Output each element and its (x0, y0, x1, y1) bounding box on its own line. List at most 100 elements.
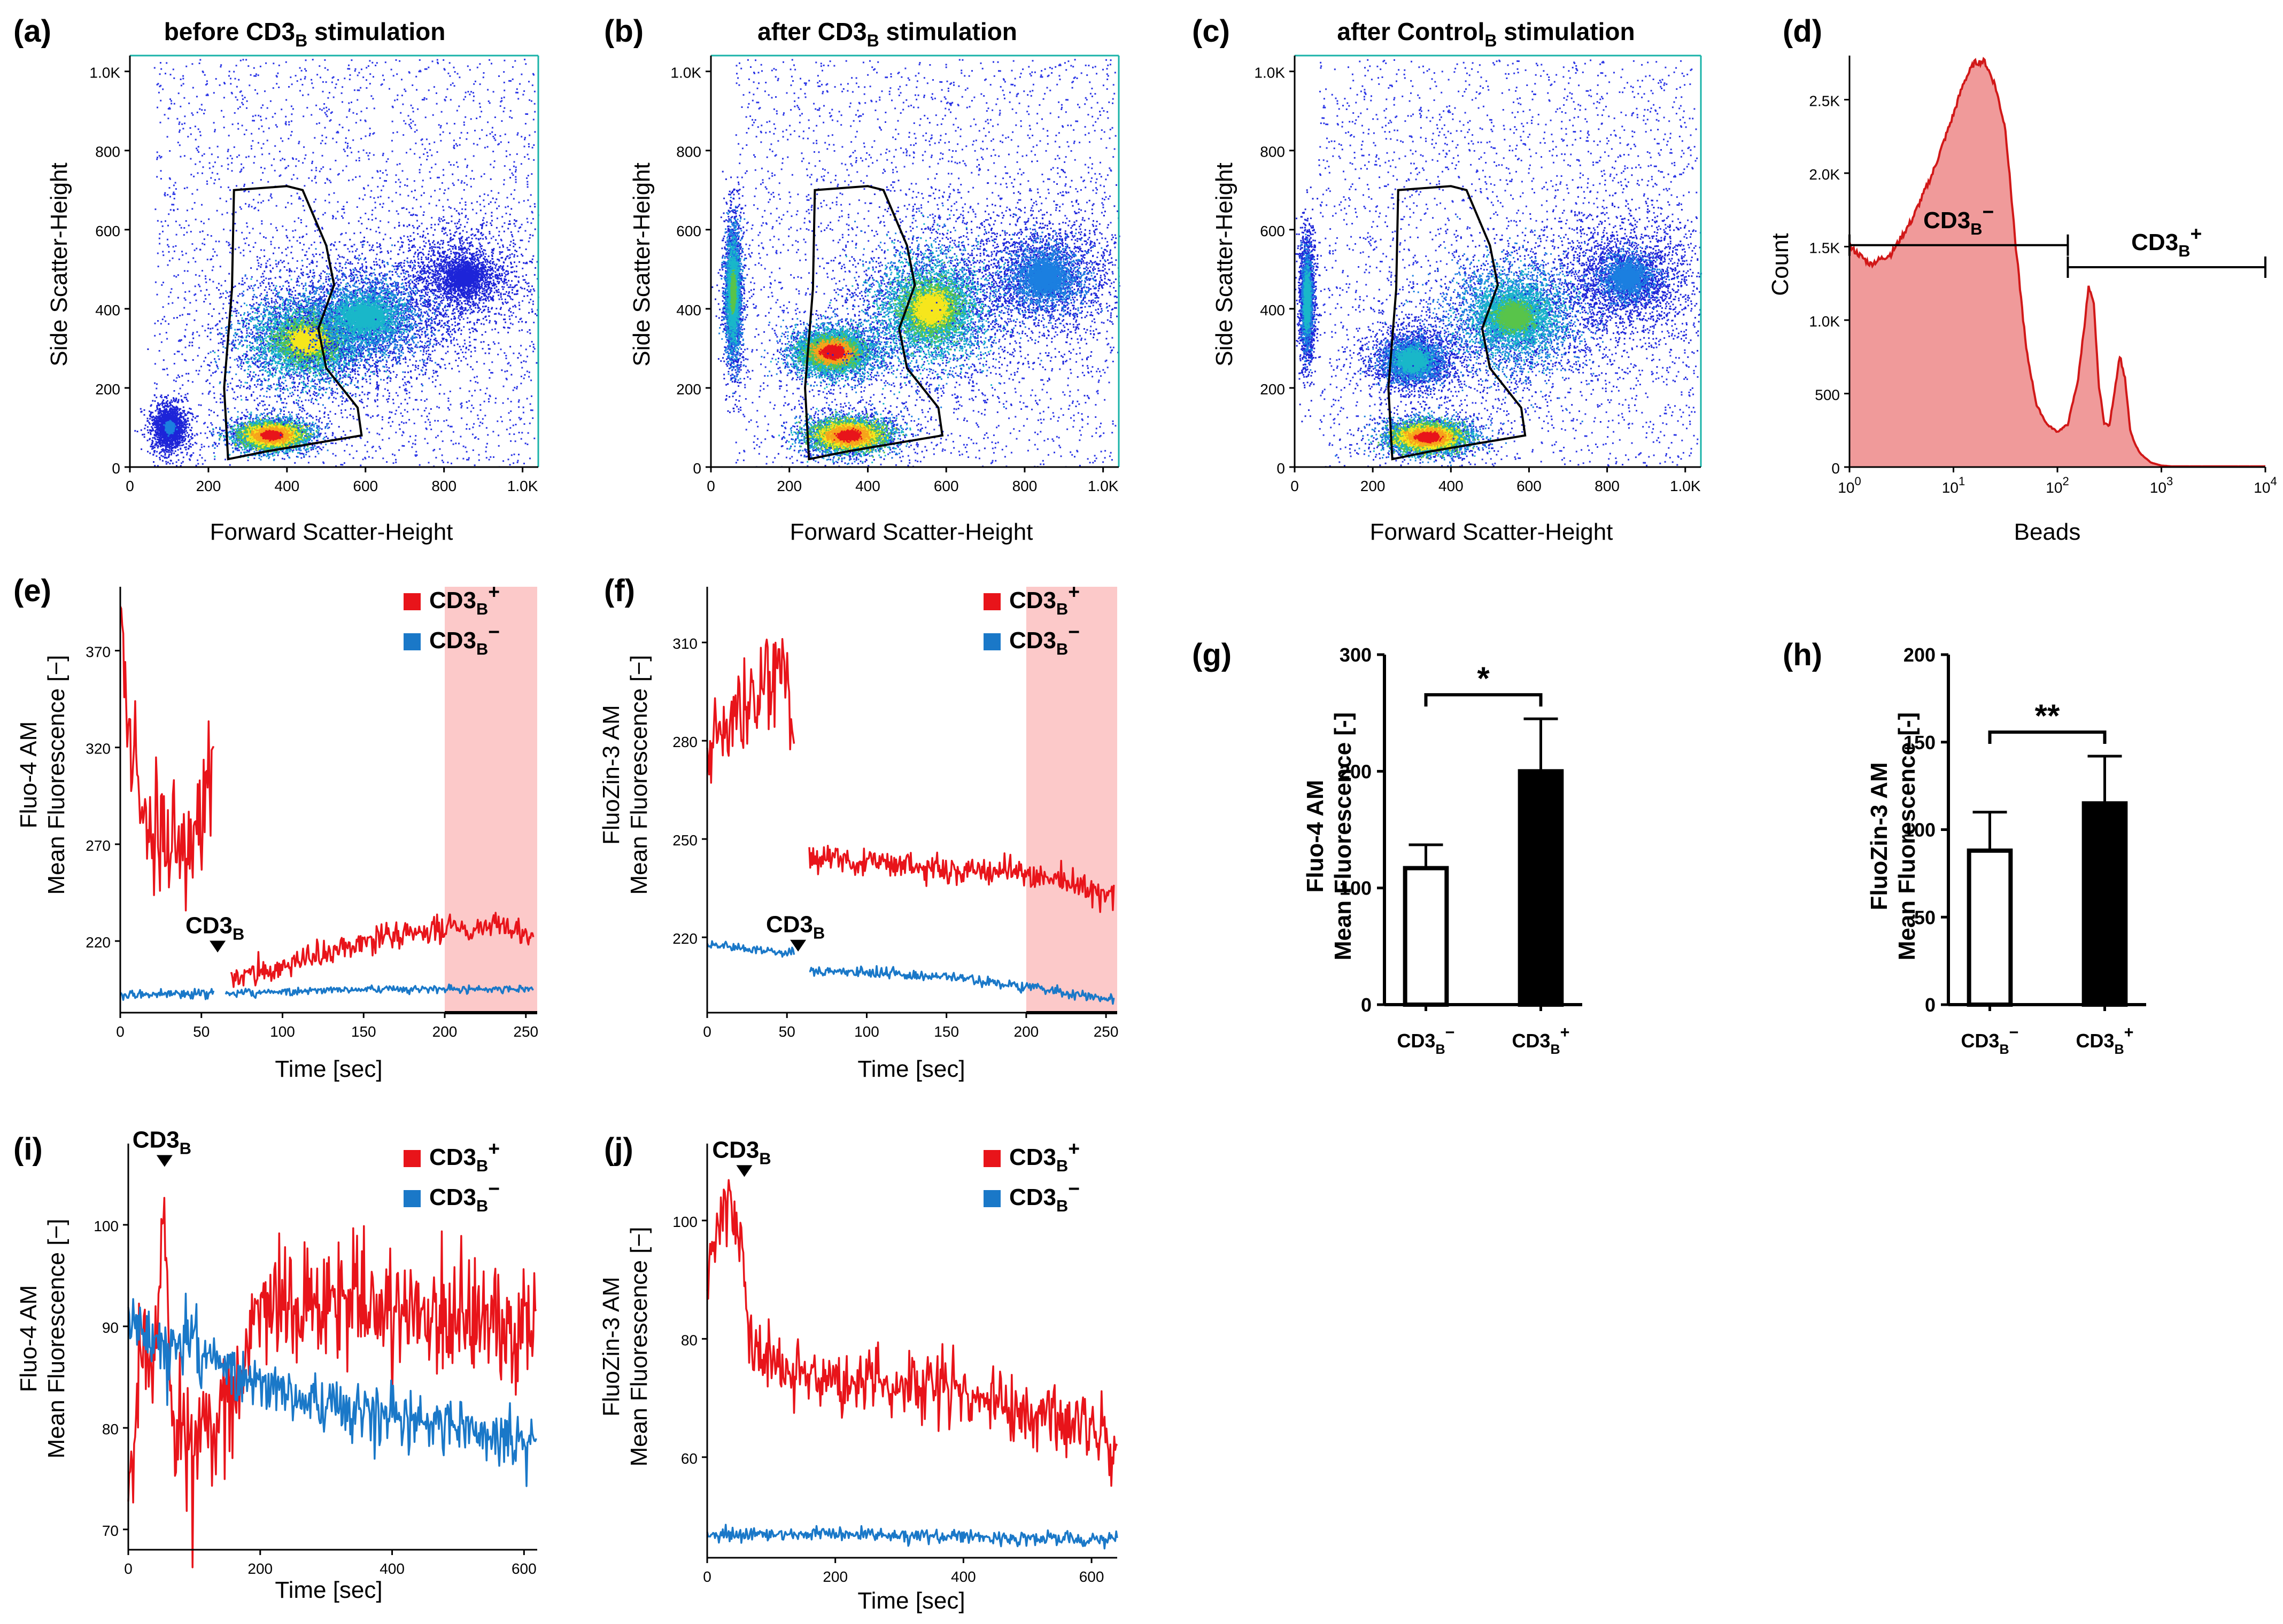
x-tick-label-e-3: 150 (351, 1023, 376, 1040)
stimulus-label-f: CD3B (766, 912, 825, 943)
gate-a (223, 185, 363, 461)
series-line-e-1-0 (120, 988, 215, 1001)
y-axis-label-e: Fluo-4 AM Mean Fluorescence [−] (16, 655, 69, 895)
y-axis-label-g-1: Fluo-4 AM (1302, 780, 1328, 893)
panel-b: (b) after CD3B stimulation 0 200 400 600 800… (604, 14, 1120, 545)
y-tick-label-d-0: 0 (1831, 460, 1840, 477)
y-tick-label-b-5: 1.0K (670, 65, 701, 81)
x-tick-label-i-2: 400 (380, 1560, 405, 1577)
x-tick-label-c-3: 600 (1516, 478, 1542, 494)
y-tick-label-i-1: 80 (102, 1421, 119, 1437)
y-axis-label-i: Fluo-4 AM Mean Fluorescence [−] (16, 1219, 69, 1459)
y-tick-label-b-2: 400 (676, 302, 701, 318)
scatter-cluster-c-1-6 (1399, 347, 1427, 371)
y-tick-label-f-2: 280 (672, 734, 698, 750)
x-tick-label-a-0: 0 (126, 478, 134, 494)
y-axis-label-h-1: FluoZin-3 AM (1866, 763, 1892, 911)
y-axis-label-f: FluoZin-3 AM Mean Fluorescence [−] (598, 655, 652, 895)
legend-swatch-e-1 (404, 633, 421, 650)
x-tick-label-e-4: 200 (432, 1023, 458, 1040)
y-axis-label-f-1: FluoZin-3 AM (598, 705, 624, 845)
series-line-e-0-1 (230, 912, 535, 988)
y-tick-label-j-1: 80 (681, 1332, 698, 1348)
x-tick-label-d-1: 101 (1942, 475, 1965, 496)
panel-label-b: (b) (604, 14, 644, 49)
x-tick-label-b-1: 200 (777, 478, 802, 494)
scatter-cluster-b-2-6 (730, 269, 738, 315)
series-line-j-0-0 (706, 1179, 1118, 1487)
y-tick-label-i-0: 70 (102, 1522, 119, 1539)
y-tick-label-a-3: 600 (95, 223, 120, 239)
gate-label-d-1: CD3B+ (2131, 222, 2202, 260)
plot-area-h: CD3B− CD3B+ ** 0 50 100 150 200 (1903, 644, 2146, 1057)
x-tick-label-c-5: 1.0K (1670, 478, 1701, 494)
y-tick-label-h-4: 200 (1903, 644, 1936, 666)
y-tick-label-a-0: 0 (112, 460, 120, 477)
panel-c: (c) after ControlB stimulation 0 200 400 60… (1192, 14, 1702, 545)
bar-h-0 (1967, 848, 2013, 1007)
x-tick-label-b-5: 1.0K (1088, 478, 1119, 494)
x-tick-label-j-1: 200 (823, 1568, 848, 1585)
panel-label-j: (j) (604, 1132, 633, 1167)
y-tick-label-d-1: 500 (1815, 387, 1840, 403)
y-axis-label-a: Side Scatter-Height (46, 162, 72, 367)
y-tick-label-g-2: 200 (1340, 760, 1372, 782)
x-tick-label-c-4: 800 (1595, 478, 1620, 494)
x-tick-label-f-1: 50 (779, 1023, 795, 1040)
panel-label-c: (c) (1192, 14, 1230, 49)
y-tick-label-c-0: 0 (1276, 460, 1285, 477)
scatter-cluster-a-3-6 (335, 299, 393, 335)
category-label-g-0: CD3B− (1397, 1023, 1454, 1057)
y-axis-label-g-2: Mean Fluorescence [-] (1330, 712, 1356, 961)
y-tick-label-c-4: 800 (1260, 144, 1285, 160)
series-line-f-0-0 (706, 638, 795, 784)
panel-i: (i) CD3B CD3B+CD3B− 0 200 400 600 70 80 90 100 Ti… (13, 1127, 537, 1603)
legend-swatch-i-1 (404, 1190, 421, 1207)
y-tick-label-c-5: 1.0K (1254, 65, 1285, 81)
series-line-e-0-0 (119, 605, 215, 912)
series-line-f-1-1 (809, 965, 1115, 1005)
y-axis-label-j-2: Mean Fluorescence [−] (626, 1227, 652, 1467)
legend-label-j-0: CD3B+ (1009, 1137, 1080, 1175)
y-tick-label-g-0: 0 (1361, 994, 1372, 1016)
x-tick-label-f-2: 100 (854, 1023, 879, 1040)
y-axis-label-h: FluoZin-3 AM Mean Fluorescence [-] (1866, 712, 1920, 961)
scatter-cluster-b-4-6 (1019, 254, 1065, 298)
y-tick-label-e-1: 270 (86, 837, 111, 854)
plot-area-c: 0 200 400 600 800 1.0K 0 200 400 600 800 1.0K (1254, 55, 1702, 494)
y-tick-label-f-1: 250 (672, 832, 698, 849)
y-tick-label-e-3: 370 (86, 644, 111, 661)
x-tick-label-a-1: 200 (196, 478, 221, 494)
panel-d: (d) CD3B−CD3B+100 101 102 103 10405001.0K1.5… (1767, 14, 2277, 545)
stimulus-label-i: CD3B (133, 1127, 191, 1158)
x-tick-label-e-5: 250 (513, 1023, 538, 1040)
x-tick-label-b-2: 400 (855, 478, 880, 494)
x-tick-label-a-4: 800 (431, 478, 456, 494)
y-tick-label-j-2: 100 (672, 1214, 698, 1230)
x-tick-label-c-1: 200 (1360, 478, 1386, 494)
series-line-i-0-0 (127, 1196, 537, 1568)
y-tick-label-a-4: 800 (95, 144, 120, 160)
x-tick-label-e-1: 50 (193, 1023, 210, 1040)
y-tick-label-d-2: 1.0K (1809, 313, 1840, 330)
legend-swatch-j-1 (984, 1190, 1001, 1207)
plot-area-d: CD3B−CD3B+100 101 102 103 10405001.0K1.5K2.0… (1809, 56, 2277, 496)
stimulus-label-j: CD3B (712, 1137, 771, 1168)
x-tick-label-a-3: 600 (353, 478, 378, 494)
scatter-cluster-a-0-6 (260, 430, 284, 442)
stimulus-marker-f (790, 939, 807, 952)
scatter-cluster-c-4-6 (1603, 253, 1650, 301)
legend-swatch-j-0 (984, 1150, 1001, 1167)
series-line-j-1-0 (706, 1524, 1118, 1550)
y-tick-label-a-1: 200 (95, 381, 120, 398)
title-c: after ControlB stimulation (1337, 18, 1635, 50)
x-axis-label-j: Time [sec] (857, 1588, 965, 1614)
x-tick-label-j-3: 600 (1079, 1568, 1104, 1585)
category-label-h-1: CD3B+ (2076, 1023, 2133, 1057)
significance-bracket-h (1988, 730, 2107, 744)
scatter-cluster-c-3-6 (1484, 295, 1545, 337)
legend-swatch-f-1 (984, 633, 1001, 650)
x-tick-label-i-1: 200 (247, 1560, 273, 1577)
